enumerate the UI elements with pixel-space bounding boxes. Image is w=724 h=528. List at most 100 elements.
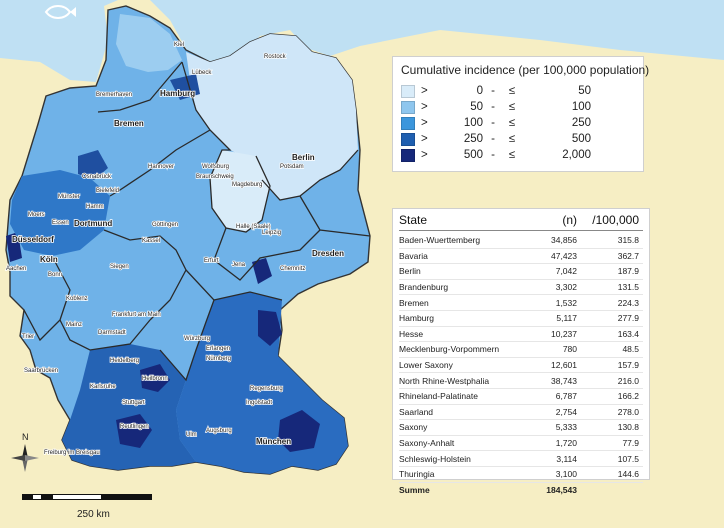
legend-low: 250 [463, 133, 483, 145]
legend-dash: - [491, 101, 495, 113]
city-label: Erlangen [206, 346, 230, 352]
table-row: Hamburg 5,117 277.9 [399, 311, 643, 327]
city-label: Erfurt [204, 258, 219, 264]
scale-label: 250 km [77, 509, 110, 520]
legend-le: ≤ [508, 117, 516, 129]
table-row: Bremen 1,532 224.3 [399, 295, 643, 311]
table-row: Berlin 7,042 187.9 [399, 264, 643, 280]
city-label: Hamm [86, 204, 104, 210]
legend-high: 500 [571, 133, 591, 145]
table-row: Saarland 2,754 278.0 [399, 405, 643, 421]
hotspot-6 [6, 232, 22, 262]
legend-dash: - [491, 133, 495, 145]
scale-seg-2 [32, 494, 42, 500]
legend-high: 2,000 [562, 149, 591, 161]
legend-le: ≤ [508, 85, 516, 97]
legend-row: >100- ≤250 [401, 115, 635, 131]
cell-rate: 166.2 [617, 391, 639, 402]
city-label: Kiel [174, 42, 184, 48]
table-header: State (n) /100,000 [399, 213, 643, 231]
cell-n: 6,787 [555, 391, 577, 402]
city-label: München [256, 437, 291, 446]
cell-n: 38,743 [551, 375, 577, 386]
scale-seg-3 [42, 494, 52, 500]
city-label: Heilbronn [142, 376, 168, 382]
table-row: Thuringia 3,100 144.6 [399, 467, 643, 483]
city-labels: Kiel Rostock Lübeck Hamburg Bremerhaven Breme… [5, 41, 345, 457]
city-label: Dortmund [74, 219, 112, 228]
legend-le: ≤ [508, 149, 516, 161]
city-label: Bielefeld [96, 188, 119, 194]
cell-state: Bavaria [399, 250, 428, 261]
city-label: Nürnberg [206, 356, 231, 362]
table-total-row: Summe 184,543 [399, 483, 643, 498]
region-schleswig [116, 14, 182, 72]
city-label: Freiburg im Breisgau [44, 450, 100, 456]
city-label: Bremen [114, 119, 144, 128]
city-label: Moers [28, 212, 45, 218]
legend-le: ≤ [508, 101, 516, 113]
legend-row: >50- ≤100 [401, 99, 635, 115]
city-label: Dresden [312, 249, 344, 258]
scale-seg-4 [52, 494, 102, 500]
city-label: Augsburg [206, 428, 232, 434]
table-row: Schleswig-Holstein 3,114 107.5 [399, 451, 643, 467]
cell-rate: 157.9 [617, 360, 639, 371]
legend-dash: - [491, 85, 495, 97]
hotspot-8 [170, 74, 200, 100]
city-label: Frankfurt am Main [112, 312, 161, 318]
city-label: Bonn [48, 272, 62, 278]
cell-state: Baden-Wuerttemberg [399, 235, 481, 246]
city-label: Jena [232, 262, 246, 268]
cell-state: Mecklenburg-Vorpommern [399, 344, 500, 355]
cell-state: Hesse [399, 328, 424, 339]
legend-gt: > [421, 149, 428, 161]
cell-n: 1,720 [555, 438, 577, 449]
legend-rows: >0- ≤50 >50- ≤100 >100- ≤250 >250- ≤500 >500- ≤2,… [401, 83, 635, 163]
legend-swatch [401, 116, 415, 130]
cell-rate: 48.5 [622, 344, 639, 355]
hotspot-4 [116, 414, 152, 448]
city-label: Mainz [66, 322, 82, 328]
state-table: State (n) /100,000 Baden-Wuerttemberg 34,… [392, 208, 650, 495]
city-label: Göttingen [152, 222, 178, 228]
cell-n: 12,601 [551, 360, 577, 371]
legend-dash: - [491, 149, 495, 161]
city-label: Rostock [264, 54, 287, 60]
city-label: Münster [58, 194, 80, 200]
total-n: 184,543 [546, 484, 577, 495]
city-label: Saarbrücken [24, 368, 58, 374]
cell-state: Schleswig-Holstein [399, 453, 471, 464]
cell-n: 47,423 [551, 250, 577, 261]
city-label: Berlin [292, 153, 315, 162]
cell-state: Saxony [399, 422, 428, 433]
hotspot-3 [140, 364, 170, 392]
cell-state: Thuringia [399, 469, 435, 480]
city-label: Koblenz [66, 296, 88, 302]
region-northeast [186, 34, 358, 200]
legend-row: >500- ≤2,000 [401, 147, 635, 163]
region-saxony-anhalt [210, 150, 270, 232]
north-label: N [22, 432, 29, 442]
city-label: Ingolstadt [246, 400, 272, 406]
cell-rate: 362.7 [617, 250, 639, 261]
table-row: Baden-Wuerttemberg 34,856 315.8 [399, 233, 643, 249]
legend-low: 500 [463, 149, 483, 161]
cell-rate: 77.9 [622, 438, 639, 449]
legend-low: 50 [470, 101, 483, 113]
rki-logo-icon [44, 5, 76, 19]
city-label: Siegen [110, 264, 129, 270]
city-label: Leipzig [262, 230, 281, 236]
cell-state: Saxony-Anhalt [399, 438, 455, 449]
city-label: Karlsruhe [90, 384, 116, 390]
header-state: State [399, 213, 428, 227]
legend-low: 0 [476, 85, 483, 97]
incidence-legend: Cumulative incidence (per 100,000 popula… [392, 56, 649, 172]
scale-bar: 250 km [22, 494, 172, 524]
legend-swatch [401, 84, 415, 98]
legend-le: ≤ [508, 133, 516, 145]
cell-n: 780 [562, 344, 577, 355]
scale-seg-5 [102, 494, 152, 500]
city-label: Würzburg [184, 336, 210, 342]
hotspot-2 [278, 410, 320, 452]
